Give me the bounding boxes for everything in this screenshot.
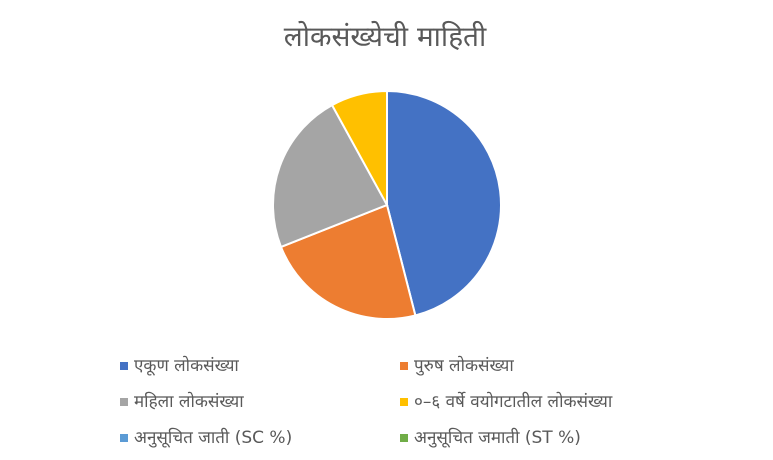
legend-marker — [120, 362, 128, 370]
legend-label: अनुसूचित जाती (SC %) — [134, 427, 292, 448]
chart-title: लोकसंख्येची माहिती — [284, 20, 487, 53]
legend-label: अनुसूचित जमाती (ST %) — [414, 427, 581, 448]
pie-slice — [279, 203, 417, 320]
legend-label: महिला लोकसंख्या — [134, 391, 244, 412]
pie-slice — [272, 103, 389, 249]
legend-marker — [400, 362, 408, 370]
legend-marker — [400, 398, 408, 406]
legend-marker — [120, 434, 128, 442]
pie-slice — [386, 89, 502, 317]
pie-slice — [330, 89, 388, 206]
legend-label: ०–६ वर्षे वयोगटातील लोकसंख्या — [414, 391, 613, 412]
legend-label: एकूण लोकसंख्या — [134, 355, 239, 376]
legend-marker — [400, 434, 408, 442]
legend-marker — [120, 398, 128, 406]
legend-label: पुरुष लोकसंख्या — [414, 355, 514, 376]
